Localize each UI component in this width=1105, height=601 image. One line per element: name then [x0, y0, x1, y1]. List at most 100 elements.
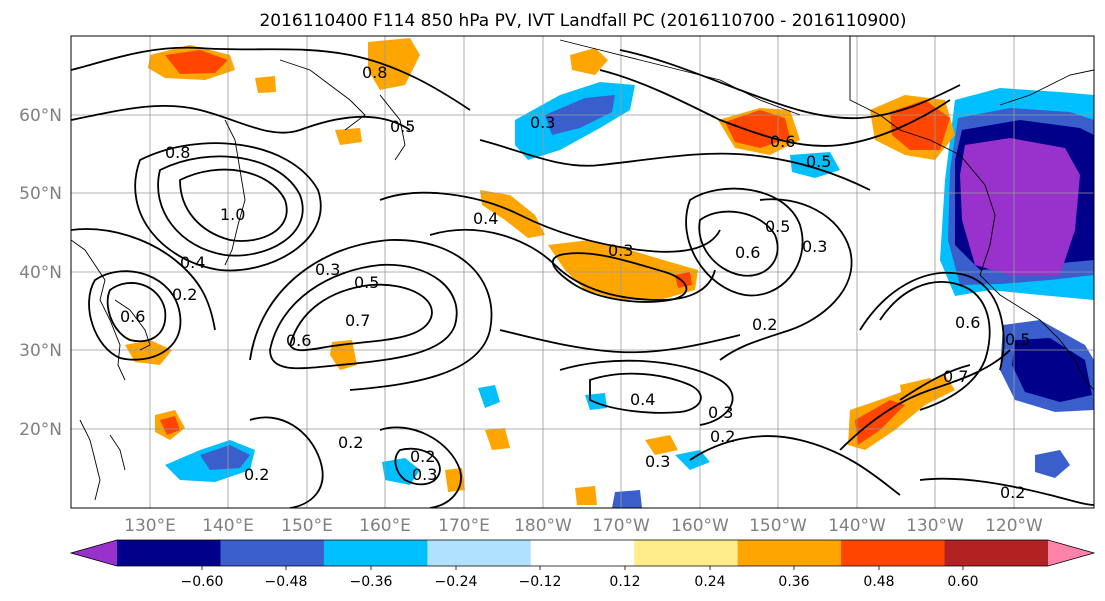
contour-label: 0.6 — [120, 307, 145, 326]
map-panel: 0.3 0.3 0.2 0.2 0.4 0.4 0.5 0.7 0.6 0.6 … — [70, 35, 1095, 509]
positive-region-aleutian-pos — [335, 128, 362, 145]
lon-label: 170°W — [592, 516, 650, 536]
lat-label: 50°N — [19, 184, 62, 204]
contour-label: 0.4 — [630, 390, 655, 409]
contour-label: 0.3 — [645, 452, 670, 471]
positive-region-kamchatka — [368, 38, 420, 90]
colorbar-swatches — [71, 540, 1094, 566]
colorbar-extend-min — [71, 540, 117, 566]
contour-label: 1.0 — [220, 205, 245, 224]
contour-label: 0.6 — [735, 243, 760, 262]
positive-region-mid-south — [485, 428, 510, 450]
pv-contours — [71, 46, 1094, 508]
contour-label: 0.7 — [943, 367, 968, 386]
map-frame — [70, 35, 1095, 509]
colorbar-ticks — [201, 566, 964, 570]
lon-label: 170°E — [438, 516, 490, 536]
lon-label: 130°W — [906, 516, 964, 536]
colorbar-tick-label: −0.36 — [350, 574, 393, 590]
colorbar-swatch — [944, 540, 1049, 566]
contour-label: 0.5 — [354, 273, 379, 292]
lon-label: 180°W — [514, 516, 572, 536]
negative-region-northeast-center — [960, 138, 1080, 275]
lat-label: 40°N — [19, 263, 62, 283]
contour-label: 0.4 — [473, 209, 498, 228]
positive-region-sw-tropic — [445, 468, 465, 492]
colorbar-swatch — [323, 540, 428, 566]
lon-label: 130°E — [124, 516, 176, 536]
positive-region-japan — [125, 340, 172, 365]
lon-label: 160°E — [359, 516, 411, 536]
negative-region-mid-tropic — [382, 458, 420, 485]
positive-region-hawaii — [645, 435, 678, 455]
colorbar-tick-label: 0.12 — [609, 574, 640, 590]
contour-label: 0.2 — [338, 433, 363, 452]
colorbar-tick-label: 0.60 — [947, 574, 978, 590]
contour-label: 0.8 — [362, 63, 387, 82]
lat-label: 30°N — [19, 341, 62, 361]
colorbar-swatch — [634, 540, 739, 566]
positive-region-north-core — [165, 50, 228, 74]
negative-region-southeast-core — [1012, 338, 1092, 402]
lon-label: 150°E — [281, 516, 333, 536]
colorbar-extend-max — [1048, 540, 1094, 566]
contour-label: 0.3 — [315, 260, 340, 279]
figure-title: 2016110400 F114 850 hPa PV, IVT Landfall… — [259, 11, 906, 31]
contour-label: 0.6 — [770, 132, 795, 151]
contour-label: 0.3 — [530, 113, 555, 132]
contour-label: 0.3 — [802, 237, 827, 256]
contour-label: 0.4 — [180, 253, 205, 272]
negative-region-south-mid — [675, 450, 710, 470]
contour-label: 0.3 — [708, 403, 733, 422]
contour-label: 0.2 — [172, 285, 197, 304]
colorbar-swatch — [530, 540, 635, 566]
colorbar-tick-label: −0.48 — [265, 574, 308, 590]
negative-region-bottom — [612, 490, 642, 508]
positive-region-stream — [480, 190, 545, 238]
lat-label: 60°N — [19, 106, 62, 126]
contour-label: 0.8 — [165, 143, 190, 162]
negative-region-southeast-right — [1035, 450, 1070, 478]
contour-label: 0.5 — [1005, 330, 1030, 349]
contour-label: 0.6 — [955, 313, 980, 332]
contour-labels: 0.3 0.3 0.2 0.2 0.4 0.4 0.5 0.7 0.6 0.6 … — [120, 63, 1030, 502]
colorbar: −0.60 −0.48 −0.36 −0.24 −0.12 0.12 0.24 … — [69, 539, 1096, 590]
graticule — [71, 36, 1094, 508]
lon-label: 140°E — [202, 516, 254, 536]
colorbar-swatch — [220, 540, 325, 566]
contour-label: 0.2 — [752, 315, 777, 334]
colorbar-swatch — [117, 540, 221, 566]
colorbar-tick-labels: −0.60 −0.48 −0.36 −0.24 −0.12 0.12 0.24 … — [181, 574, 979, 590]
colorbar-tick-label: −0.24 — [435, 574, 478, 590]
lon-label: 160°W — [671, 516, 729, 536]
contour-label: 0.7 — [345, 311, 370, 330]
lat-label: 20°N — [19, 420, 62, 440]
contour-label: 0.2 — [410, 447, 435, 466]
colorbar-swatch — [841, 540, 946, 566]
negative-region-dateline — [478, 385, 500, 408]
contour-label: 0.5 — [765, 217, 790, 236]
contour-label: 0.5 — [806, 152, 831, 171]
contour-label: 0.3 — [412, 465, 437, 484]
negative-region-west-tropic-core — [200, 445, 250, 470]
longitude-labels: 130°E 140°E 150°E 160°E 170°E 180°W 170°… — [124, 516, 1043, 536]
positive-region-misc-1 — [575, 486, 597, 505]
positive-region-misc-2 — [255, 76, 276, 93]
contour-label: 0.2 — [710, 427, 735, 446]
colorbar-tick-label: 0.36 — [778, 574, 809, 590]
colorbar-frame — [69, 539, 1096, 567]
positive-region-south-japan — [330, 340, 357, 370]
lon-label: 140°W — [828, 516, 886, 536]
positive-region-phil-core — [160, 416, 180, 435]
lon-label: 120°W — [985, 516, 1043, 536]
positive-region-central-core — [675, 272, 692, 288]
contour-label: 0.3 — [608, 241, 633, 260]
colorbar-tick-label: −0.12 — [519, 574, 562, 590]
colorbar-tick-label: 0.24 — [694, 574, 725, 590]
positive-region-ar-upper — [900, 378, 942, 402]
lon-label: 150°W — [749, 516, 807, 536]
contour-label: 0.2 — [1000, 483, 1025, 502]
colorbar-tick-label: −0.60 — [181, 574, 224, 590]
colorbar-swatch — [737, 540, 842, 566]
